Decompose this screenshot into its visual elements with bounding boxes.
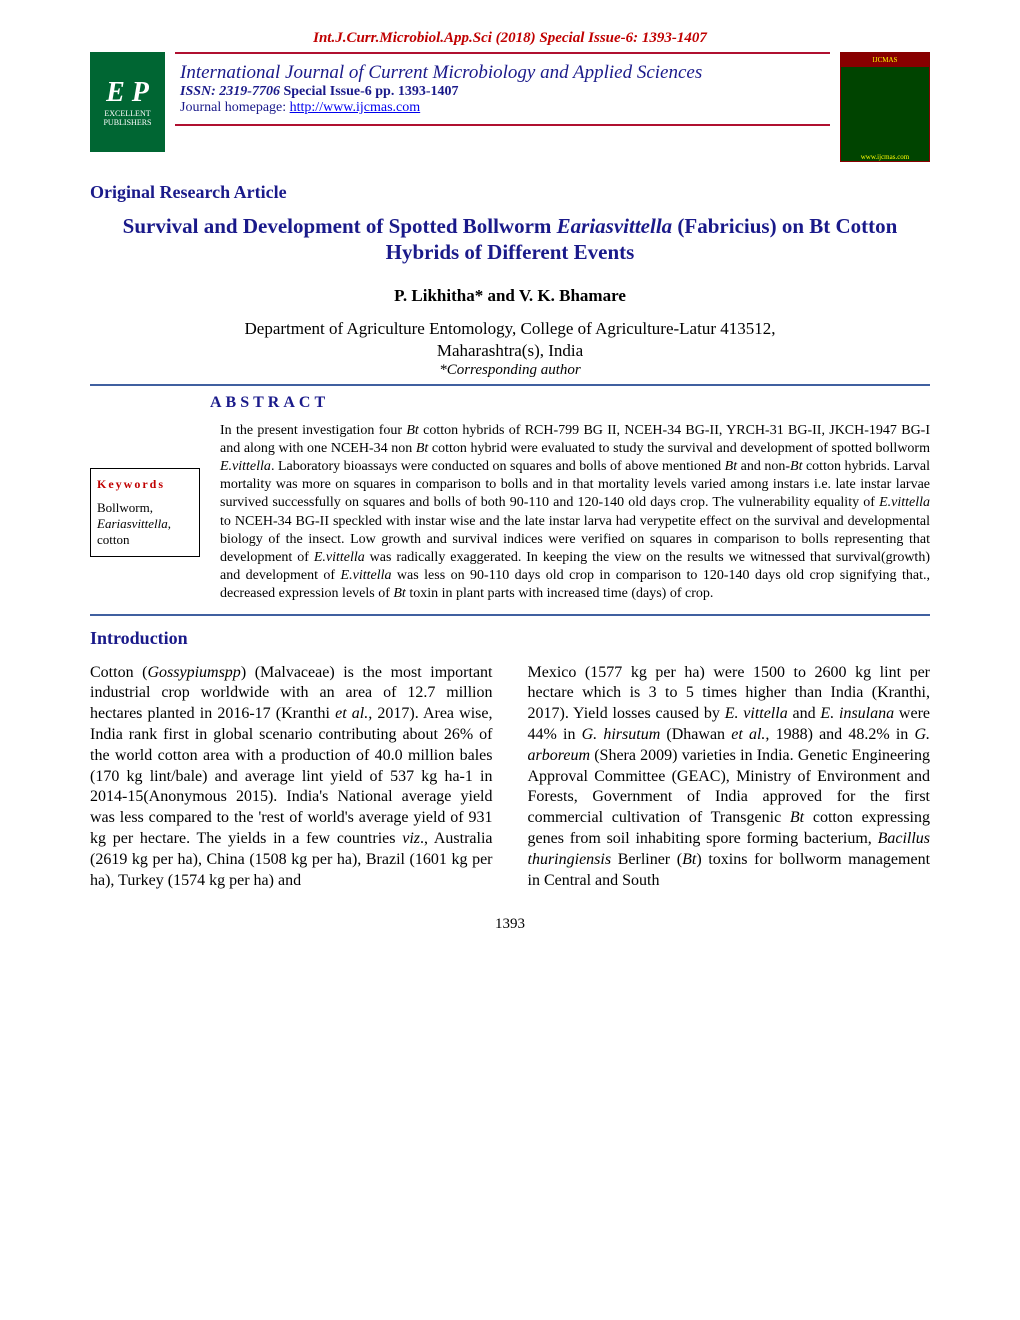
corresponding-author-note: *Corresponding author: [90, 362, 930, 379]
issn-line: ISSN: 2319-7706 Special Issue-6 pp. 1393…: [180, 84, 825, 100]
publisher-logo-label: EXCELLENT PUBLISHERS: [90, 109, 165, 127]
body-span: (Dhawan: [660, 726, 731, 743]
article-type: Original Research Article: [90, 182, 930, 203]
publisher-logo: E P EXCELLENT PUBLISHERS: [90, 52, 165, 152]
keyword-species: Eariasvittella: [97, 516, 168, 531]
abstract-span: . Laboratory bioassays were conducted on…: [271, 459, 725, 474]
abstract-italic: Bt: [393, 586, 405, 601]
homepage-line: Journal homepage: http://www.ijcmas.com: [180, 100, 825, 116]
abstract-span: toxin in plant parts with increased time…: [406, 586, 714, 601]
publisher-logo-initials: E P: [106, 77, 149, 109]
abstract-italic: Bt: [406, 423, 418, 438]
divider: [90, 384, 930, 386]
abstract-block: Keywords Bollworm, Eariasvittella, cotto…: [90, 422, 930, 604]
homepage-link[interactable]: http://www.ijcmas.com: [290, 100, 421, 115]
affiliation-line1: Department of Agriculture Entomology, Co…: [245, 319, 776, 338]
issn: ISSN: 2319-7706: [180, 84, 280, 99]
body-column-right: Mexico (1577 kg per ha) were 1500 to 260…: [528, 663, 931, 892]
issue-pages: Special Issue-6 pp. 1393-1407: [283, 84, 458, 99]
body-italic: G. hirsutum: [582, 726, 661, 743]
body-span: 2017). Area wise, India rank first in gl…: [90, 705, 493, 847]
keyword: Bollworm,: [97, 500, 153, 515]
abstract-text: In the present investigation four Bt cot…: [220, 422, 930, 604]
authors: P. Likhitha* and V. K. Bhamare: [90, 286, 930, 306]
abstract-italic: E.vittella: [879, 495, 930, 510]
abstract-span: In the present investigation four: [220, 423, 406, 438]
journal-name: International Journal of Current Microbi…: [180, 62, 825, 84]
title-text-pre: Survival and Development of Spotted Boll…: [123, 214, 557, 238]
body-italic: E. vittella: [725, 705, 788, 722]
body-span: Berliner (: [611, 851, 682, 868]
divider: [90, 614, 930, 616]
body-italic: Bt: [790, 809, 804, 826]
page-number: 1393: [90, 916, 930, 933]
journal-cover-logo: IJCMAS www.ijcmas.com: [840, 52, 930, 162]
body-italic: et al.,: [335, 705, 372, 722]
body-span: 1988) and 48.2% in: [769, 726, 914, 743]
citation-header: Int.J.Curr.Microbiol.App.Sci (2018) Spec…: [90, 30, 930, 47]
homepage-label: Journal homepage:: [180, 100, 290, 115]
body-span: and: [788, 705, 821, 722]
abstract-italic: E.vittella: [220, 459, 271, 474]
body-span: Cotton (: [90, 664, 147, 681]
abstract-italic: E.vittella: [314, 550, 365, 565]
article-title: Survival and Development of Spotted Boll…: [90, 213, 930, 266]
masthead: E P EXCELLENT PUBLISHERS International J…: [90, 52, 930, 162]
abstract-italic: Bt: [790, 459, 802, 474]
body-italic: et al.,: [731, 726, 769, 743]
abstract-span: cotton hybrid were evaluated to study th…: [428, 441, 930, 456]
abstract-italic: Bt: [416, 441, 428, 456]
body-italic: E. insulana: [820, 705, 894, 722]
body-column-left: Cotton (Gossypiumspp) (Malvaceae) is the…: [90, 663, 493, 892]
journal-info: International Journal of Current Microbi…: [175, 52, 830, 126]
body-columns: Cotton (Gossypiumspp) (Malvaceae) is the…: [90, 663, 930, 892]
affiliation-line2: Maharashtra(s), India: [437, 341, 583, 360]
journal-cover-url: www.ijcmas.com: [861, 153, 910, 161]
abstract-italic: E.vittella: [341, 568, 392, 583]
body-italic: Gossypiumspp: [147, 664, 240, 681]
introduction-heading: Introduction: [90, 628, 930, 649]
affiliation: Department of Agriculture Entomology, Co…: [90, 318, 930, 362]
body-italic: viz: [402, 830, 420, 847]
abstract-span: and non-: [737, 459, 790, 474]
keywords-title: Keywords: [97, 477, 193, 492]
journal-cover-title: IJCMAS: [841, 53, 929, 67]
title-species: Eariasvittella: [557, 214, 673, 238]
body-italic: Bt: [682, 851, 696, 868]
abstract-heading: ABSTRACT: [210, 394, 930, 412]
keywords-box: Keywords Bollworm, Eariasvittella, cotto…: [90, 468, 200, 557]
abstract-italic: Bt: [725, 459, 737, 474]
